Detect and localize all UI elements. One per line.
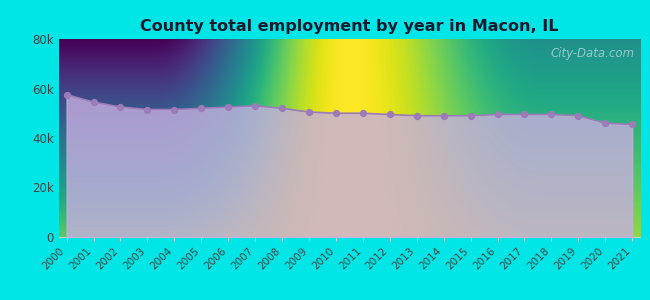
Point bbox=[277, 106, 287, 111]
Point bbox=[142, 107, 153, 112]
Point bbox=[88, 100, 99, 104]
Point bbox=[546, 112, 556, 117]
Point bbox=[600, 121, 610, 125]
Title: County total employment by year in Macon, IL: County total employment by year in Macon… bbox=[140, 19, 558, 34]
Point bbox=[223, 105, 233, 110]
Point bbox=[250, 103, 260, 108]
Point bbox=[573, 113, 584, 118]
Point bbox=[465, 113, 476, 118]
Point bbox=[439, 113, 449, 118]
Text: City-Data.com: City-Data.com bbox=[551, 47, 634, 60]
Point bbox=[115, 105, 125, 110]
Point bbox=[169, 107, 179, 112]
Point bbox=[492, 112, 502, 117]
Point bbox=[358, 111, 368, 116]
Point bbox=[61, 92, 72, 97]
Point bbox=[627, 122, 638, 127]
Point bbox=[304, 110, 314, 114]
Point bbox=[331, 111, 341, 116]
Point bbox=[196, 106, 207, 111]
Point bbox=[519, 112, 530, 117]
Point bbox=[385, 112, 395, 117]
Point bbox=[411, 113, 422, 118]
